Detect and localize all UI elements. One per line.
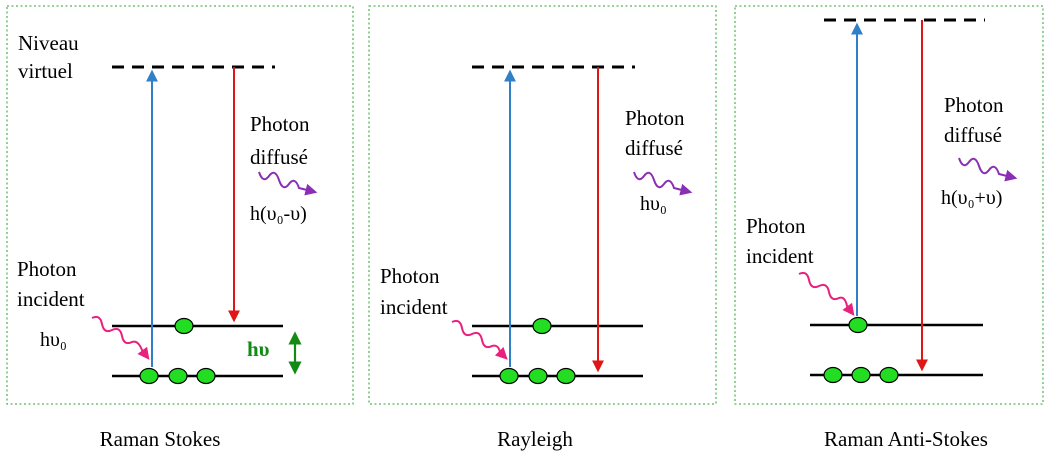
electron: [499, 367, 519, 385]
incident-photon-label-line2: incident: [380, 295, 448, 319]
energy-gap-label: hυ: [247, 337, 270, 361]
incident-photon-label-line2: incident: [746, 244, 814, 268]
panel-raman-anti-stokes: Photon incident Photon diffusé h(υ₀+υ): [734, 5, 1044, 405]
scattered-photon-label-line2: diffusé: [625, 136, 683, 160]
electron: [532, 317, 552, 335]
scattered-photon-label-line1: Photon: [944, 93, 1004, 117]
electron: [174, 317, 194, 335]
panel-rayleigh: Photon incident Photon diffusé hυ₀: [368, 5, 717, 405]
incident-photon-energy: hυ₀: [40, 329, 67, 351]
caption-raman-stokes: Raman Stokes: [100, 427, 221, 451]
scattered-photon-wave: [633, 171, 693, 196]
caption-rayleigh: Rayleigh: [497, 427, 573, 451]
electron: [823, 366, 843, 384]
electron: [848, 316, 868, 334]
incident-photon-wave: [798, 271, 855, 316]
scattered-photon-label-line1: Photon: [250, 112, 310, 136]
electron: [168, 367, 188, 385]
virtual-level-label-line2: virtuel: [18, 59, 73, 83]
incident-photon-label-line1: Photon: [17, 257, 77, 281]
caption-raman-anti-stokes: Raman Anti-Stokes: [824, 427, 988, 451]
scattered-photon-energy: hυ₀: [640, 193, 667, 215]
incident-photon-label-line2: incident: [17, 287, 85, 311]
scattered-photon-label-line2: diffusé: [944, 123, 1002, 147]
scattered-photon-energy: h(υ₀-υ): [250, 203, 307, 225]
electron: [556, 367, 576, 385]
scattered-photon-energy: h(υ₀+υ): [941, 187, 1002, 209]
panel-border: [368, 5, 717, 405]
electron: [196, 367, 216, 385]
panel-border: [734, 5, 1044, 405]
electron: [139, 367, 159, 385]
incident-photon-wave: [451, 319, 508, 360]
scattered-photon-wave: [958, 157, 1018, 182]
electron: [879, 366, 899, 384]
incident-photon-wave: [91, 315, 150, 360]
scattered-photon-wave: [258, 171, 318, 196]
scattered-photon-label-line2: diffusé: [250, 145, 308, 169]
panel-border: [6, 5, 354, 405]
incident-photon-label-line1: Photon: [746, 214, 806, 238]
panel-raman-stokes: Niveau virtuel hυ Photon incident hυ₀ Ph…: [6, 5, 354, 405]
electron: [851, 366, 871, 384]
scattered-photon-label-line1: Photon: [625, 106, 685, 130]
incident-photon-label-line1: Photon: [380, 264, 440, 288]
electron: [528, 367, 548, 385]
virtual-level-label-line1: Niveau: [18, 31, 79, 55]
